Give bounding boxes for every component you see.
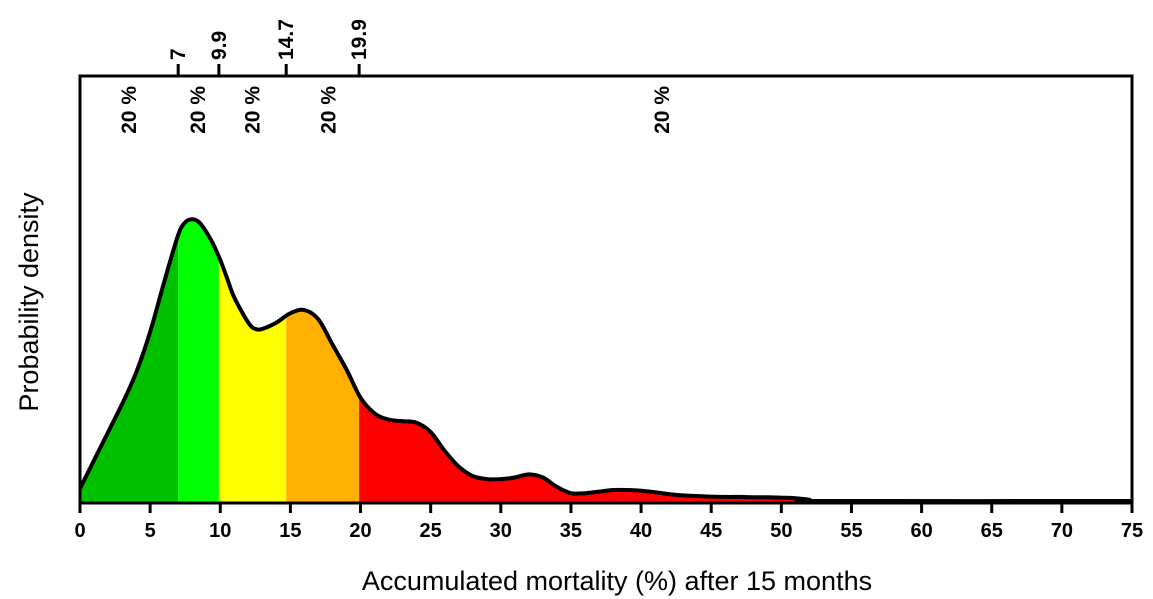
band-4 — [286, 309, 360, 503]
x-axis-ticks: 0 5 10 15 20 25 30 35 40 45 50 55 60 65 70 75 — [74, 503, 1143, 542]
x-tick-label: 0 — [74, 520, 85, 542]
x-tick-label: 75 — [1121, 520, 1143, 542]
x-tick-label: 55 — [840, 520, 862, 542]
band-3 — [218, 256, 287, 503]
x-tick-label: 70 — [1051, 520, 1073, 542]
x-axis-title: Accumulated mortality (%) after 15 month… — [362, 566, 872, 596]
interval-percent-label: 20 % — [651, 86, 674, 134]
x-tick-label: 30 — [490, 520, 512, 542]
x-tick-label: 10 — [209, 520, 231, 542]
y-axis-title: Probability density — [14, 192, 44, 412]
quantile-break-label: 14.7 — [275, 19, 298, 60]
x-tick-label: 20 — [349, 520, 371, 542]
x-tick-label: 50 — [770, 520, 792, 542]
band-2 — [178, 219, 219, 504]
x-tick-label: 35 — [560, 520, 582, 542]
interval-percent-label: 20 % — [242, 86, 265, 134]
quantile-bands — [80, 219, 1133, 504]
quantile-break-label: 19.9 — [348, 19, 371, 60]
band-5 — [358, 394, 1133, 503]
x-tick-label: 15 — [279, 520, 301, 542]
quantile-break-ticks: 7 9.9 14.7 19.9 — [167, 19, 371, 76]
quantile-break-label: 9.9 — [208, 31, 231, 60]
plot-frame — [78, 74, 1134, 505]
density-curve — [78, 217, 1133, 504]
interval-percent-labels: 20 % 20 % 20 % 20 % 20 % — [118, 86, 674, 134]
band-1 — [80, 234, 179, 503]
x-tick-label: 60 — [910, 520, 932, 542]
interval-percent-label: 20 % — [187, 86, 210, 134]
quantile-break-label: 7 — [167, 48, 190, 60]
interval-percent-label: 20 % — [118, 86, 141, 134]
x-tick-label: 25 — [420, 520, 442, 542]
x-tick-label: 5 — [145, 520, 156, 542]
x-tick-label: 45 — [700, 520, 722, 542]
x-tick-label: 65 — [981, 520, 1003, 542]
interval-percent-label: 20 % — [317, 86, 340, 134]
x-tick-label: 40 — [630, 520, 652, 542]
